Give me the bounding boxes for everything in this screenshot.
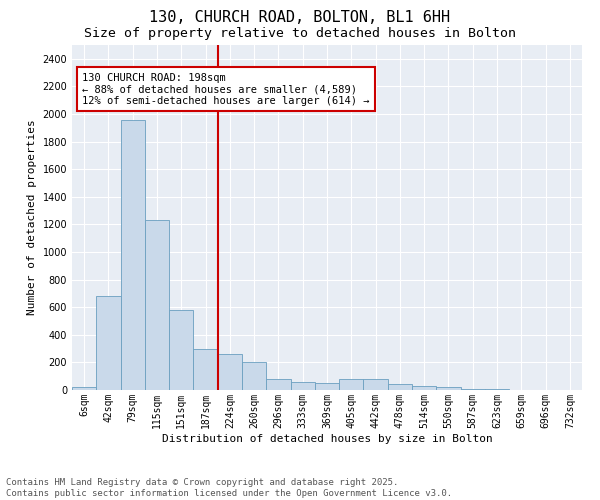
Text: Size of property relative to detached houses in Bolton: Size of property relative to detached ho… <box>84 28 516 40</box>
Bar <box>290 382 315 390</box>
Bar <box>412 386 436 390</box>
Bar <box>339 379 364 390</box>
Bar <box>96 296 121 390</box>
Bar <box>364 379 388 390</box>
Bar <box>388 384 412 390</box>
Bar <box>266 379 290 390</box>
Bar <box>121 120 145 390</box>
Bar <box>242 362 266 390</box>
Text: 130 CHURCH ROAD: 198sqm
← 88% of detached houses are smaller (4,589)
12% of semi: 130 CHURCH ROAD: 198sqm ← 88% of detache… <box>82 72 370 106</box>
Text: Contains HM Land Registry data © Crown copyright and database right 2025.
Contai: Contains HM Land Registry data © Crown c… <box>6 478 452 498</box>
Text: 130, CHURCH ROAD, BOLTON, BL1 6HH: 130, CHURCH ROAD, BOLTON, BL1 6HH <box>149 10 451 25</box>
Y-axis label: Number of detached properties: Number of detached properties <box>27 120 37 316</box>
Bar <box>315 383 339 390</box>
Bar <box>145 220 169 390</box>
Bar <box>436 387 461 390</box>
Bar <box>72 387 96 390</box>
Bar <box>169 310 193 390</box>
Bar <box>218 354 242 390</box>
Bar <box>193 348 218 390</box>
Bar <box>461 388 485 390</box>
X-axis label: Distribution of detached houses by size in Bolton: Distribution of detached houses by size … <box>161 434 493 444</box>
